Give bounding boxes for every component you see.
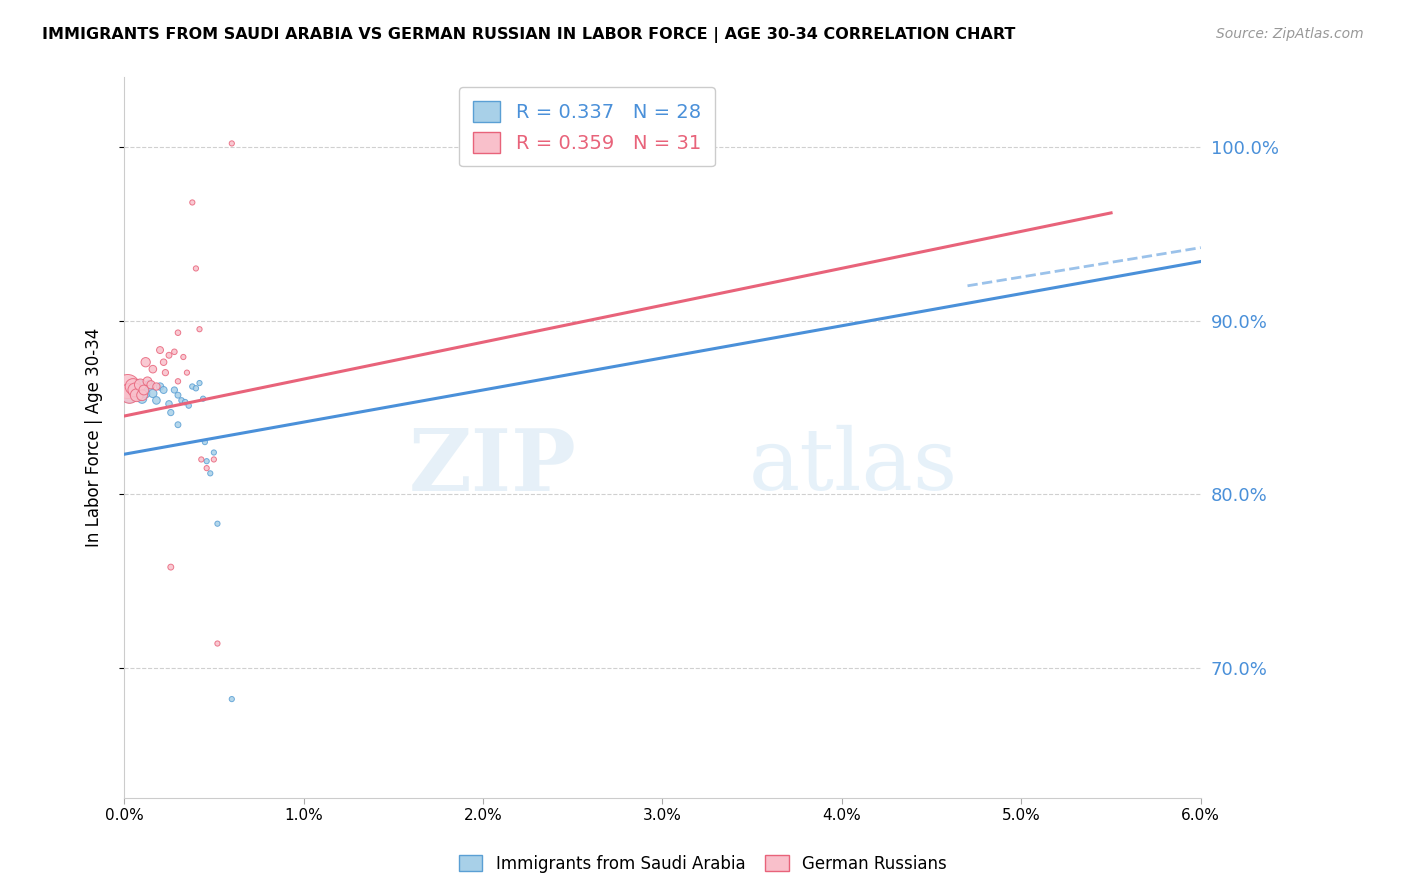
Point	[194, 435, 217, 450]
Text: atlas: atlas	[748, 425, 957, 508]
Point	[145, 379, 167, 393]
Point	[184, 381, 207, 395]
Point	[159, 560, 181, 574]
Point	[152, 355, 174, 369]
Point	[184, 261, 207, 276]
Point	[200, 467, 222, 481]
Point	[159, 406, 181, 420]
Point	[138, 377, 160, 392]
Point	[142, 386, 165, 401]
Text: IMMIGRANTS FROM SAUDI ARABIA VS GERMAN RUSSIAN IN LABOR FORCE | AGE 30-34 CORREL: IMMIGRANTS FROM SAUDI ARABIA VS GERMAN R…	[42, 27, 1015, 43]
Point	[195, 461, 218, 475]
Point	[202, 445, 225, 459]
Point	[152, 383, 174, 397]
Point	[117, 379, 139, 393]
Point	[188, 322, 211, 336]
Point	[207, 516, 229, 531]
Point	[167, 417, 190, 432]
Legend: Immigrants from Saudi Arabia, German Russians: Immigrants from Saudi Arabia, German Rus…	[453, 848, 953, 880]
Point	[163, 344, 186, 359]
Point	[131, 392, 153, 406]
Point	[202, 452, 225, 467]
Legend: R = 0.337   N = 28, R = 0.359   N = 31: R = 0.337 N = 28, R = 0.359 N = 31	[460, 87, 714, 167]
Point	[132, 383, 155, 397]
Point	[207, 636, 229, 650]
Point	[188, 376, 211, 390]
Point	[181, 195, 204, 210]
Point	[167, 374, 190, 388]
Point	[124, 383, 146, 397]
Point	[221, 136, 243, 151]
Point	[118, 388, 141, 402]
Point	[145, 393, 167, 408]
Point	[149, 343, 172, 357]
Point	[157, 397, 180, 411]
Point	[221, 692, 243, 706]
Point	[174, 395, 197, 409]
Point	[149, 379, 172, 393]
Point	[124, 383, 146, 397]
Point	[136, 374, 159, 388]
Point	[125, 388, 148, 402]
Point	[142, 362, 165, 376]
Point	[135, 386, 157, 401]
Point	[190, 452, 212, 467]
Point	[177, 399, 200, 413]
Point	[172, 350, 194, 364]
Point	[167, 326, 190, 340]
Point	[127, 377, 149, 392]
Point	[167, 388, 190, 402]
Point	[157, 348, 180, 362]
Text: ZIP: ZIP	[409, 425, 576, 508]
Point	[181, 379, 204, 393]
Point	[118, 386, 141, 401]
Point	[135, 355, 157, 369]
Point	[176, 366, 198, 380]
Point	[163, 383, 186, 397]
Point	[170, 393, 193, 408]
Point	[191, 392, 214, 406]
Point	[131, 388, 153, 402]
Y-axis label: In Labor Force | Age 30-34: In Labor Force | Age 30-34	[86, 328, 103, 548]
Point	[195, 454, 218, 468]
Point	[122, 379, 145, 393]
Text: Source: ZipAtlas.com: Source: ZipAtlas.com	[1216, 27, 1364, 41]
Point	[129, 377, 152, 392]
Point	[139, 377, 162, 392]
Point	[155, 366, 177, 380]
